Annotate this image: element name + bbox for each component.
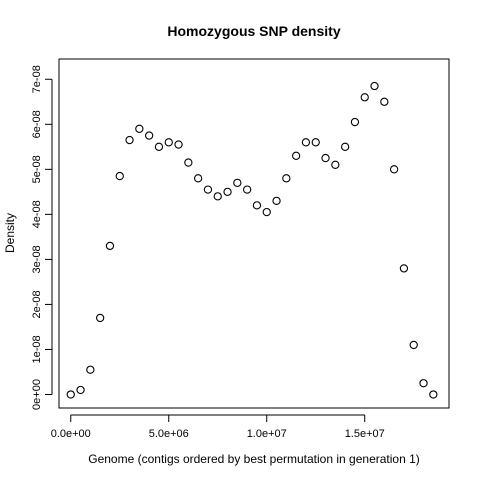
y-axis: 0e+00 1e-08 2e-08 3e-08 4e-08 5e-08 6e-08 7e-08 xyxy=(31,65,53,410)
data-point xyxy=(164,138,173,147)
data-point xyxy=(154,142,164,151)
data-point xyxy=(66,390,75,399)
data-point xyxy=(193,174,203,183)
y-tick-label: 7e-08 xyxy=(31,65,43,93)
y-tick-label: 4e-08 xyxy=(31,200,43,228)
data-point xyxy=(380,97,389,106)
y-axis-label: Density xyxy=(3,213,17,253)
data-point xyxy=(340,142,350,151)
data-point xyxy=(105,241,115,251)
y-tick-label: 5e-08 xyxy=(31,155,43,183)
x-axis-label: Genome (contigs ordered by best permutat… xyxy=(88,452,420,466)
data-point xyxy=(389,165,399,174)
data-point xyxy=(272,196,281,206)
y-tick-label: 2e-08 xyxy=(31,290,43,318)
data-point xyxy=(262,207,271,217)
data-point xyxy=(321,153,330,163)
data-point xyxy=(282,174,291,183)
y-tick-label: 6e-08 xyxy=(31,110,43,138)
data-point xyxy=(242,185,252,194)
y-tick-label: 0e+00 xyxy=(31,379,43,410)
data-point xyxy=(233,178,242,187)
y-tick-label: 3e-08 xyxy=(31,245,43,273)
data-point xyxy=(174,140,183,149)
plot-frame xyxy=(58,58,450,409)
x-tick-label: 0.0e+00 xyxy=(51,428,91,440)
data-point xyxy=(76,385,85,395)
data-point xyxy=(223,187,232,196)
x-tick-label: 1.5e+07 xyxy=(345,428,385,440)
data-point xyxy=(360,93,369,102)
data-point xyxy=(399,264,409,273)
data-point xyxy=(409,340,418,350)
x-axis: 0.0e+00 5.0e+06 1.0e+07 1.5e+07 xyxy=(51,414,385,440)
data-point xyxy=(184,158,193,167)
data-point xyxy=(350,117,360,127)
data-point xyxy=(301,138,311,147)
data-point xyxy=(115,171,124,181)
data-point xyxy=(419,379,428,388)
chart-title: Homozygous SNP density xyxy=(167,23,340,39)
data-point xyxy=(86,365,95,374)
data-point xyxy=(203,185,213,194)
data-point xyxy=(429,390,438,399)
data-point xyxy=(213,192,222,201)
data-point xyxy=(96,313,105,323)
data-point xyxy=(125,135,134,145)
data-point xyxy=(145,131,154,140)
data-point xyxy=(252,201,262,210)
data-point xyxy=(311,138,320,147)
data-point xyxy=(291,151,301,160)
data-points xyxy=(66,81,438,399)
x-tick-label: 1.0e+07 xyxy=(247,428,287,440)
y-tick-label: 1e-08 xyxy=(31,335,43,363)
data-point xyxy=(135,124,144,133)
x-tick-label: 5.0e+06 xyxy=(149,428,189,440)
data-point xyxy=(370,81,379,91)
data-point xyxy=(331,160,340,169)
